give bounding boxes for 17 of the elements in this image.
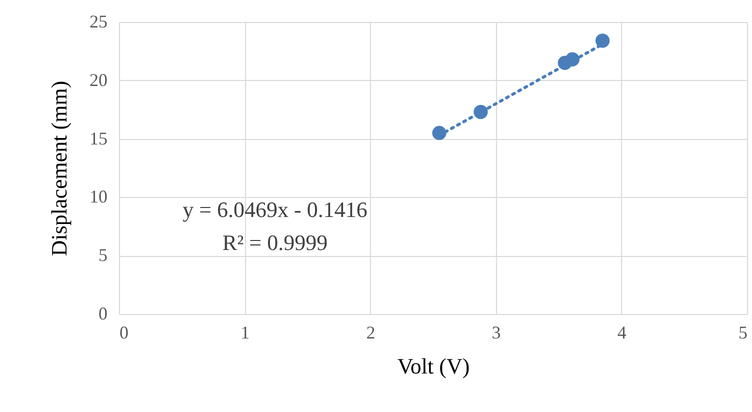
y-tick-label: 10 [90,186,108,207]
y-tick-label: 0 [98,304,108,324]
y-tick-label: 15 [90,128,108,148]
x-tick-label: 5 [738,322,748,342]
y-tick-label: 5 [98,245,108,266]
y-tick-label: 20 [90,70,108,90]
point [595,34,610,48]
x-tick-label: 1 [240,322,250,342]
annotation: R² = 0.9999 [222,230,328,255]
y-tick-label: 25 [90,12,108,32]
x-tick-label: 2 [366,322,376,342]
annotation: y = 6.0469x - 0.1416 [182,197,368,222]
x-tick-label: 4 [617,322,626,342]
y-axis-title: Displacement (mm) [46,80,72,256]
x-axis-title: Volt (V) [397,354,470,378]
x-tick-label: 0 [120,322,128,342]
x-tick-label: 3 [492,322,501,342]
